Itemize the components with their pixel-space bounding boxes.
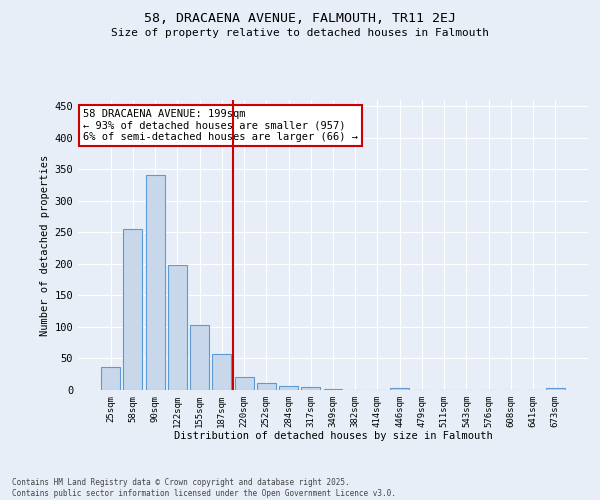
Bar	[323, 388, 343, 390]
Bar	[168, 264, 187, 390]
Bar	[390, 388, 409, 390]
Text: 58, DRACAENA AVENUE, FALMOUTH, TR11 2EJ: 58, DRACAENA AVENUE, FALMOUTH, TR11 2EJ	[144, 12, 456, 26]
Text: Size of property relative to detached houses in Falmouth: Size of property relative to detached ho…	[111, 28, 489, 38]
Bar	[190, 325, 209, 390]
Bar	[212, 354, 231, 390]
Text: 58 DRACAENA AVENUE: 199sqm
← 93% of detached houses are smaller (957)
6% of semi: 58 DRACAENA AVENUE: 199sqm ← 93% of deta…	[83, 108, 358, 142]
Bar	[279, 386, 298, 390]
Bar	[257, 383, 276, 390]
Bar	[146, 175, 164, 390]
Bar	[235, 378, 254, 390]
Text: Contains HM Land Registry data © Crown copyright and database right 2025.
Contai: Contains HM Land Registry data © Crown c…	[12, 478, 396, 498]
Bar	[301, 388, 320, 390]
Bar	[546, 388, 565, 390]
X-axis label: Distribution of detached houses by size in Falmouth: Distribution of detached houses by size …	[173, 432, 493, 442]
Y-axis label: Number of detached properties: Number of detached properties	[40, 154, 50, 336]
Bar	[124, 228, 142, 390]
Bar	[101, 366, 120, 390]
